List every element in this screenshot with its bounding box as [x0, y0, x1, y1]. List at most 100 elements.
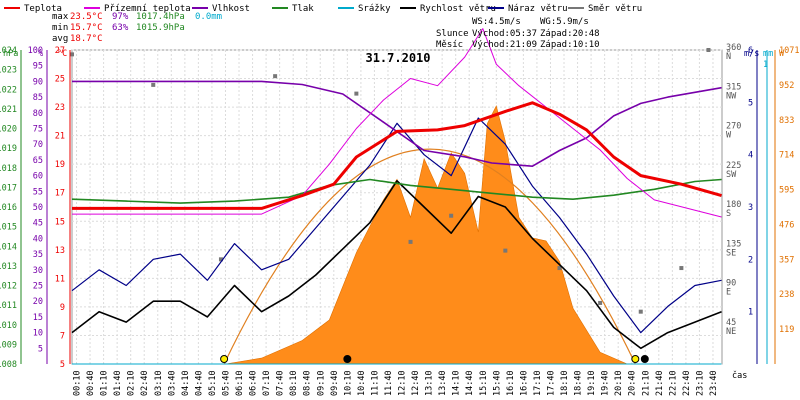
stat-max-hum: 97%	[112, 12, 129, 22]
axis-pressure-unit: hPa	[3, 49, 18, 59]
x-tick-47: 23:40	[709, 370, 719, 396]
axis-wind-tick-1: 2	[748, 255, 753, 265]
x-tick-20: 10:10	[343, 370, 353, 396]
x-tick-17: 08:40	[303, 370, 313, 396]
axis-temperature-tick-9: 23	[55, 103, 65, 113]
axis-pressure-tick-16: 1024	[0, 46, 17, 56]
x-tick-0: 00:10	[73, 370, 83, 396]
axis-temperature-tick-1: 7	[60, 331, 65, 341]
stat-max-label: max	[52, 12, 69, 22]
x-tick-27: 13:40	[438, 370, 448, 396]
stat-max-temp: 23.5°C	[70, 12, 103, 22]
axis-rain-unit: mm	[763, 49, 773, 59]
axis-humidity-tick-11: 60	[33, 172, 43, 182]
axis-humidity-tick-14: 75	[33, 125, 43, 135]
wind-gust-max: WG:5.9m/s	[540, 17, 589, 27]
axis-humidity-tick-10: 55	[33, 187, 43, 197]
wind-direction-point-4	[354, 91, 359, 96]
axis-temperature-tick-3: 11	[55, 274, 65, 284]
series-humidity-line	[72, 80, 722, 167]
x-tick-40: 20:10	[614, 370, 624, 396]
sunrise-marker	[220, 355, 229, 363]
stat-max-press: 1017.4hPa	[136, 12, 185, 22]
axis-humidity-tick-6: 35	[33, 250, 43, 260]
axis-humidity-tick-19: 100	[28, 46, 43, 56]
axis-direction-label-7: N	[726, 52, 731, 62]
x-tick-25: 12:40	[411, 370, 421, 396]
axis-direction-tick-7: 360	[726, 43, 741, 53]
axis-humidity-tick-0: 5	[38, 344, 43, 354]
x-tick-22: 11:10	[370, 370, 380, 396]
x-tick-44: 22:10	[668, 370, 678, 396]
stat-min-hum: 63%	[112, 23, 129, 33]
axis-radiation-tick-6: 833	[779, 116, 794, 126]
moon-label: Měsíc	[436, 40, 463, 50]
axis-direction-label-2: SE	[726, 248, 736, 258]
x-tick-41: 20:40	[628, 370, 638, 396]
x-tick-2: 01:10	[100, 370, 110, 396]
moonrise-marker	[640, 355, 649, 363]
wind-direction-point-8	[557, 266, 562, 271]
x-tick-21: 10:40	[357, 370, 367, 396]
axis-direction-tick-3: 180	[726, 200, 741, 210]
x-tick-29: 14:40	[465, 370, 475, 396]
x-tick-35: 17:40	[546, 370, 556, 396]
x-tick-28: 14:10	[452, 370, 462, 396]
axis-humidity-tick-8: 45	[33, 219, 43, 229]
axis-pressure-tick-7: 1015	[0, 223, 17, 233]
x-tick-42: 21:10	[641, 370, 651, 396]
axis-direction-label-5: W	[726, 131, 732, 141]
axis-temperature-tick-2: 9	[60, 303, 65, 313]
wind-direction-point-7	[503, 248, 508, 253]
x-tick-24: 12:10	[398, 370, 408, 396]
series-temperature-line	[72, 101, 722, 210]
axis-temperature-tick-0: 5	[60, 360, 65, 370]
x-tick-7: 03:40	[167, 370, 177, 396]
series-wind-gust-line	[71, 117, 722, 334]
axis-direction-tick-0: 45	[726, 318, 736, 328]
wind-direction-point-0	[70, 52, 74, 57]
legend-label-6: Náraz větru	[508, 4, 568, 14]
axis-direction-label-0: NE	[726, 327, 736, 337]
x-tick-23: 11:40	[384, 370, 394, 396]
axis-humidity-tick-5: 30	[33, 266, 43, 276]
axis-direction-label-3: S	[726, 209, 731, 219]
x-tick-4: 02:10	[127, 370, 137, 396]
axis-wind-tick-4: 5	[748, 98, 753, 108]
axis-radiation-tick-2: 357	[779, 255, 794, 265]
x-tick-32: 16:10	[506, 370, 516, 396]
legend-label-5: Rychlost větru	[420, 4, 496, 14]
axis-radiation-unit: W	[779, 49, 785, 59]
axis-humidity-tick-17: 90	[33, 77, 43, 87]
axis-direction-label-4: SW	[726, 170, 737, 180]
axis-direction-tick-2: 135	[726, 239, 741, 249]
axis-direction-unit: °	[726, 49, 731, 59]
axis-humidity-unit: %	[38, 49, 43, 59]
moonset-marker	[343, 355, 352, 363]
series-pressure-line	[71, 178, 722, 204]
x-tick-30: 15:10	[479, 370, 489, 396]
axis-humidity-tick-4: 25	[33, 282, 43, 292]
axis-temperature-unit: °C	[57, 49, 67, 59]
axis-temperature-tick-10: 25	[55, 75, 65, 85]
axis-wind-tick-0: 1	[748, 308, 753, 318]
axis-direction-tick-6: 315	[726, 82, 741, 92]
series-radiation-area	[225, 105, 628, 365]
x-tick-39: 19:40	[601, 370, 611, 396]
x-axis-label: čas	[732, 370, 747, 381]
x-tick-19: 09:40	[330, 370, 340, 396]
legend-label-7: Směr větru	[588, 4, 642, 14]
x-tick-12: 06:10	[235, 370, 245, 396]
axis-pressure-tick-9: 1017	[0, 183, 17, 193]
series-wind-speed-line	[71, 180, 722, 350]
axis-temperature-tick-5: 15	[55, 217, 65, 227]
